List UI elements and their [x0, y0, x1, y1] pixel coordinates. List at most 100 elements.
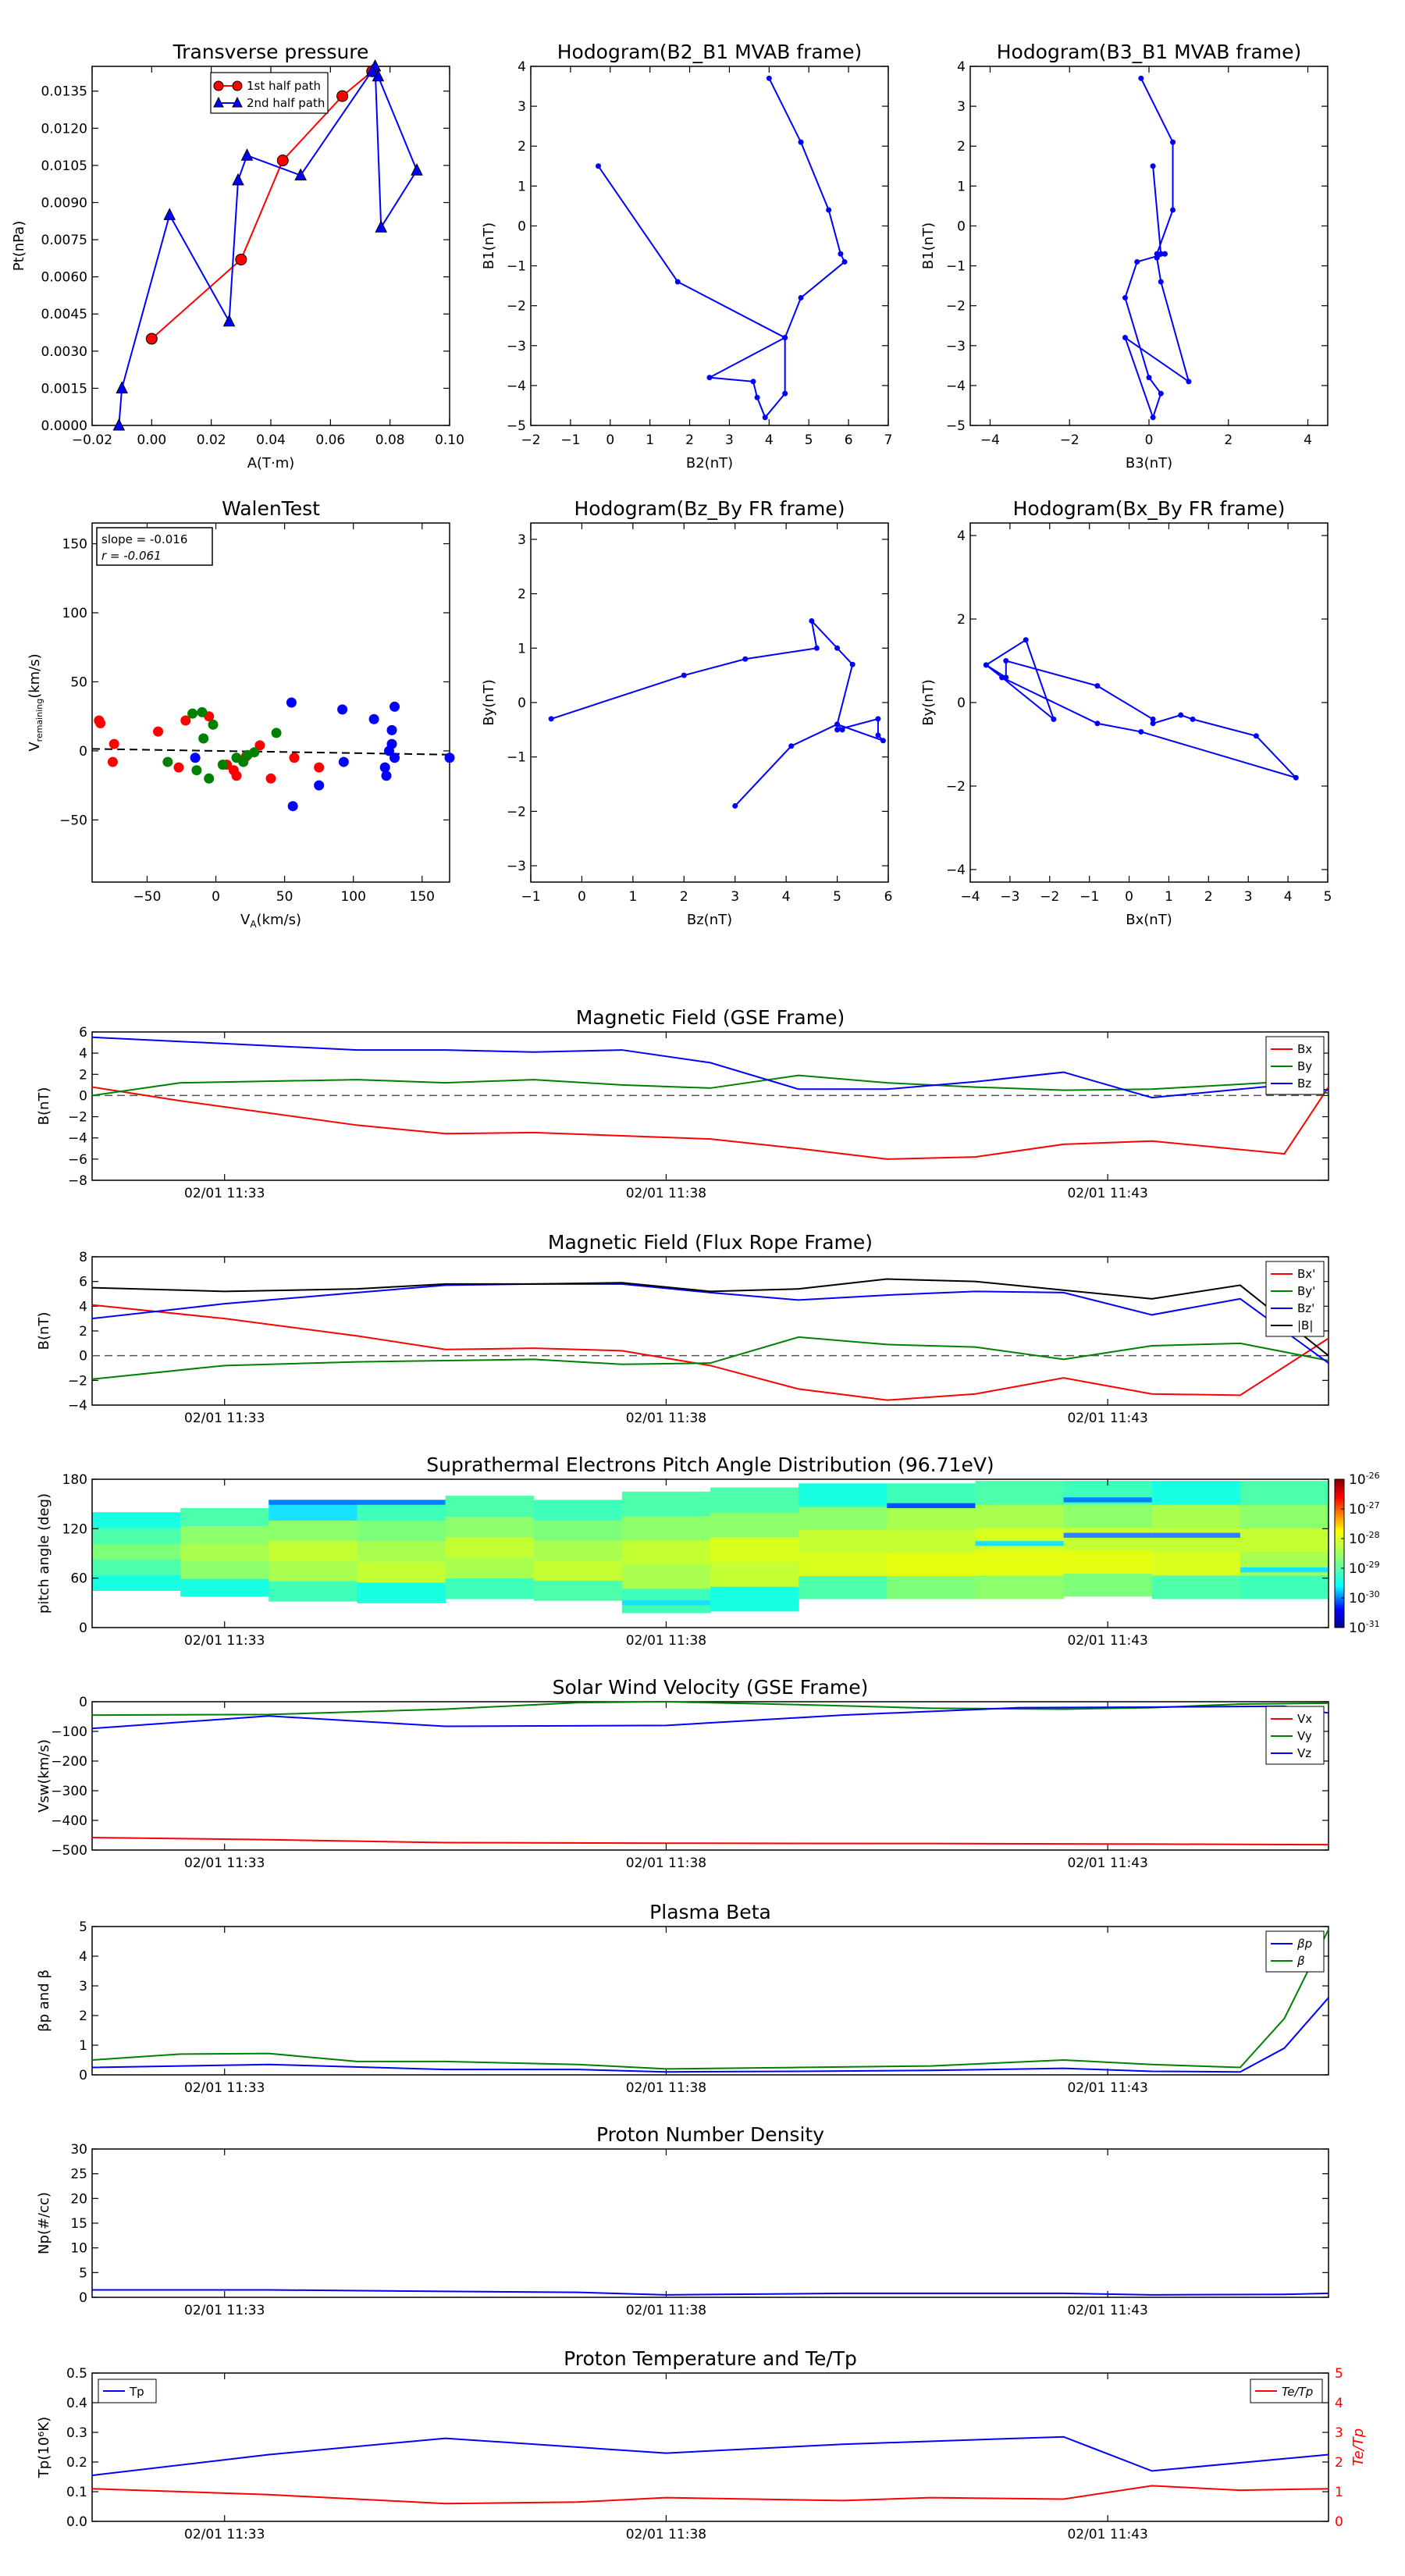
walen-point	[314, 780, 325, 791]
heatmap-cell	[1240, 1528, 1329, 1553]
heatmap-cell	[533, 1539, 623, 1561]
ts-series-Bz	[91, 1036, 1329, 1099]
legend-label: Vz	[1297, 1746, 1311, 1760]
legend-marker	[232, 80, 243, 91]
panel-ytick-label: 0	[518, 219, 526, 234]
hodogram-point	[1293, 774, 1299, 781]
walen-point	[95, 718, 106, 729]
panel-xtick-label: 2	[685, 432, 694, 448]
panel-hodo1: Hodogram(B2_B1 MVAB frame) −2 −1 0 1 2 3 4 5 6 7 −5…	[481, 41, 892, 471]
hodogram-point	[1146, 375, 1152, 381]
legend: Bx' By' Bz' |B|	[1265, 1261, 1325, 1337]
hodogram-point	[1158, 390, 1164, 397]
colorbar-tick-label: 10-28	[1349, 1530, 1380, 1547]
x-axis-label-subscript: A	[250, 919, 257, 930]
hodogram-point	[798, 294, 804, 301]
panel-xtick-label: −2	[1040, 889, 1059, 905]
hodogram-point	[1154, 251, 1160, 257]
ts-ytick-label: 0.0	[66, 2514, 87, 2530]
panel-ytick-label: 0.0015	[41, 381, 87, 397]
panel-xtick-label: −4	[960, 889, 980, 905]
heatmap-cell	[445, 1578, 535, 1599]
legend-label: Tp	[129, 2385, 144, 2399]
heatmap-highlight	[269, 1500, 446, 1505]
hodogram-point	[834, 727, 841, 733]
panel-xtick-label: 100	[340, 889, 365, 905]
ts-y-axis-label: Tp(10⁶K)	[36, 2417, 52, 2478]
panel-ytick-label: −3	[946, 339, 966, 354]
legend-marker	[232, 96, 243, 108]
panel-ytick-label: 0	[957, 696, 966, 711]
hodogram-point	[681, 672, 687, 678]
panel-xtick-label: 5	[805, 432, 813, 448]
heatmap-cell	[445, 1496, 535, 1517]
hodogram-point	[1138, 75, 1144, 81]
data-point	[235, 253, 247, 265]
fit-line	[91, 748, 450, 756]
data-point	[365, 64, 379, 76]
data-point	[112, 418, 126, 431]
heatmap-cell	[269, 1560, 357, 1582]
panel-ytick-label: 0	[518, 696, 526, 711]
ts-series-Te/Tp	[91, 2485, 1329, 2505]
heatmap-highlight	[1063, 1532, 1152, 1538]
ts-ytick-label: −300	[51, 1784, 87, 1799]
panel-xtick-label: 2	[1204, 889, 1213, 905]
y-axis-label: By(nT)	[920, 679, 937, 725]
ts-ytick-label: 3	[79, 1979, 87, 1994]
hodogram-point	[849, 661, 855, 667]
hodogram-point	[1003, 658, 1009, 664]
ts-ytick-label: −100	[51, 1724, 87, 1740]
panel-ytick-label: 0.0000	[41, 418, 87, 434]
ts-ytick-label: 20	[70, 2191, 87, 2207]
panel-xtick-label: 4	[1284, 889, 1293, 905]
walen-point	[191, 765, 202, 776]
walen-point	[208, 719, 219, 730]
walen-point	[190, 753, 201, 763]
walen-point	[217, 760, 228, 770]
hodogram-point	[834, 721, 841, 728]
colorbar-tick-label: 10-30	[1349, 1589, 1380, 1606]
ts-y-axis-label: Vsw(km/s)	[36, 1739, 52, 1813]
walen-point	[368, 713, 379, 724]
hodogram-point	[1178, 712, 1184, 718]
heatmap-cell	[887, 1552, 976, 1576]
walen-point	[386, 724, 397, 735]
panel-xtick-label: 0.04	[256, 432, 286, 448]
ts-ytick-label: 0.1	[66, 2485, 87, 2500]
heatmap-cell	[799, 1483, 887, 1507]
colorbar	[1334, 1478, 1345, 1628]
hodogram-line	[597, 77, 846, 419]
time-tick-label: 02/01 11:43	[1067, 2303, 1147, 2318]
hodogram-point	[754, 394, 760, 400]
heatmap-cell	[180, 1543, 269, 1562]
hodogram-point	[1158, 251, 1164, 257]
panel-ytick-label: 4	[518, 59, 526, 75]
time-tick-label: 02/01 11:38	[626, 2303, 706, 2318]
walen-point	[204, 773, 215, 784]
ts-ytick-label: 25	[70, 2167, 87, 2183]
ts-ytick-label: −2	[68, 1110, 87, 1126]
y-axis-label: Vremaining(km/s)	[27, 653, 44, 751]
panel-ytick-label: 0.0135	[41, 84, 87, 100]
ts-y-axis-label: βp and β	[36, 1969, 52, 2032]
panel-xtick-label: −2	[521, 432, 540, 448]
walen-point	[187, 708, 198, 719]
walen-point	[249, 747, 260, 758]
hodogram-point	[782, 335, 788, 341]
panel-xtick-label: −1	[1080, 889, 1099, 905]
legend-label: β	[1297, 1954, 1305, 1968]
hodogram-point	[1134, 258, 1140, 265]
time-tick-label: 02/01 11:38	[626, 2527, 706, 2542]
heatmap-cell	[887, 1483, 976, 1507]
panel-ytick-label: −5	[946, 418, 966, 434]
colorbar-exponent: -29	[1366, 1560, 1380, 1570]
panel-pt: Transverse pressure −0.02 0.00 0.02 0.04 0.06…	[11, 41, 464, 471]
x-axis-label-unit: (km/s)	[257, 912, 301, 928]
walen-point	[173, 762, 184, 773]
heatmap-cell	[710, 1536, 799, 1563]
data-point	[375, 220, 388, 233]
heatmap-cell	[1063, 1503, 1153, 1528]
data-point	[116, 381, 128, 393]
heatmap-cell	[799, 1506, 887, 1530]
